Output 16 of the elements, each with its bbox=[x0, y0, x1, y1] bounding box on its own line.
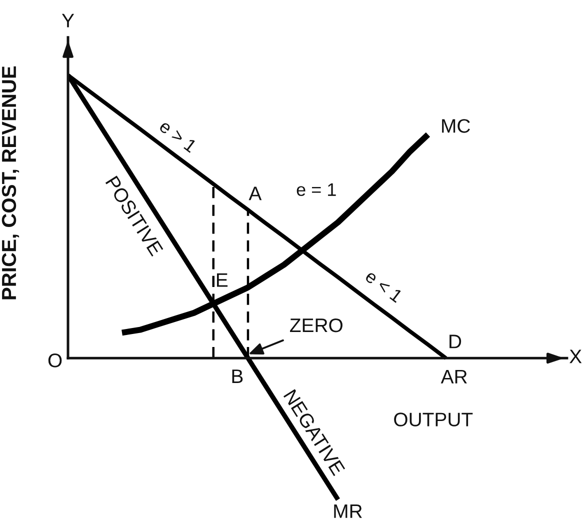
x-axis-title: OUTPUT bbox=[394, 412, 473, 426]
annotation: A bbox=[248, 186, 262, 200]
text: Y bbox=[62, 14, 74, 28]
text: X bbox=[570, 350, 582, 364]
y-axis-title: PRICE, COST, REVENUE bbox=[2, 66, 20, 300]
annotation: e = 1 bbox=[296, 183, 336, 196]
annotation: B bbox=[232, 370, 243, 383]
annotation: e > 1 bbox=[158, 119, 198, 153]
series-label: MC bbox=[442, 119, 470, 133]
annotation: e < 1 bbox=[364, 269, 404, 303]
series-label: MR bbox=[334, 504, 362, 518]
annotation: E bbox=[217, 273, 228, 287]
annotation: D bbox=[450, 334, 462, 348]
annotation: O bbox=[48, 354, 62, 368]
annotation: ZERO bbox=[290, 318, 342, 332]
series-label: AR bbox=[440, 370, 467, 384]
